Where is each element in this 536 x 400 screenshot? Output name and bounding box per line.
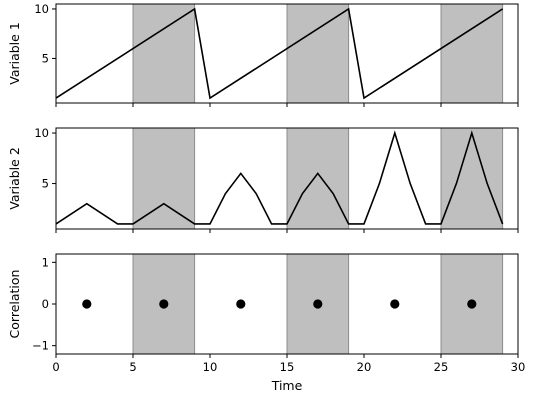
- series-line-1: [55, 7, 504, 100]
- series-line-1: [55, 130, 504, 225]
- shaded-region-3: [440, 3, 504, 104]
- x-tick-label: 5: [129, 360, 136, 374]
- x-tick-label: 25: [434, 360, 449, 374]
- data-point: [390, 299, 400, 309]
- data-point: [467, 299, 477, 309]
- x-tick-label: 10: [203, 360, 218, 374]
- y-axis-label: Variable 1: [7, 22, 22, 85]
- shaded-region-2: [286, 127, 350, 230]
- y-axis-label: Correlation: [7, 270, 22, 339]
- y-tick-label: 1: [42, 255, 49, 269]
- x-tick-label: 20: [357, 360, 372, 374]
- panel-2: 5 10 Variable 2: [7, 126, 519, 233]
- y-tick-label: 10: [34, 2, 49, 16]
- y-axis-label: Variable 2: [7, 147, 22, 210]
- data-point: [313, 299, 323, 309]
- shaded-region-3: [440, 127, 504, 230]
- x-tick-label: 0: [52, 360, 59, 374]
- shaded-region-2: [286, 3, 350, 104]
- y-tick-label: 10: [34, 126, 49, 140]
- shaded-region-1: [132, 3, 196, 104]
- data-point: [159, 299, 169, 309]
- x-tick-label: 30: [511, 360, 526, 374]
- x-axis-label: Time: [271, 378, 303, 393]
- data-point: [236, 299, 246, 309]
- data-point: [82, 299, 92, 309]
- y-tick-label: 5: [42, 177, 49, 191]
- y-tick-label: 0: [42, 297, 49, 311]
- shaded-region-1: [132, 127, 196, 230]
- y-tick-label: 5: [42, 51, 49, 65]
- x-tick-label: 15: [280, 360, 295, 374]
- panel-1: 5 10 Variable 1: [7, 2, 519, 107]
- y-tick-label: −1: [32, 339, 49, 353]
